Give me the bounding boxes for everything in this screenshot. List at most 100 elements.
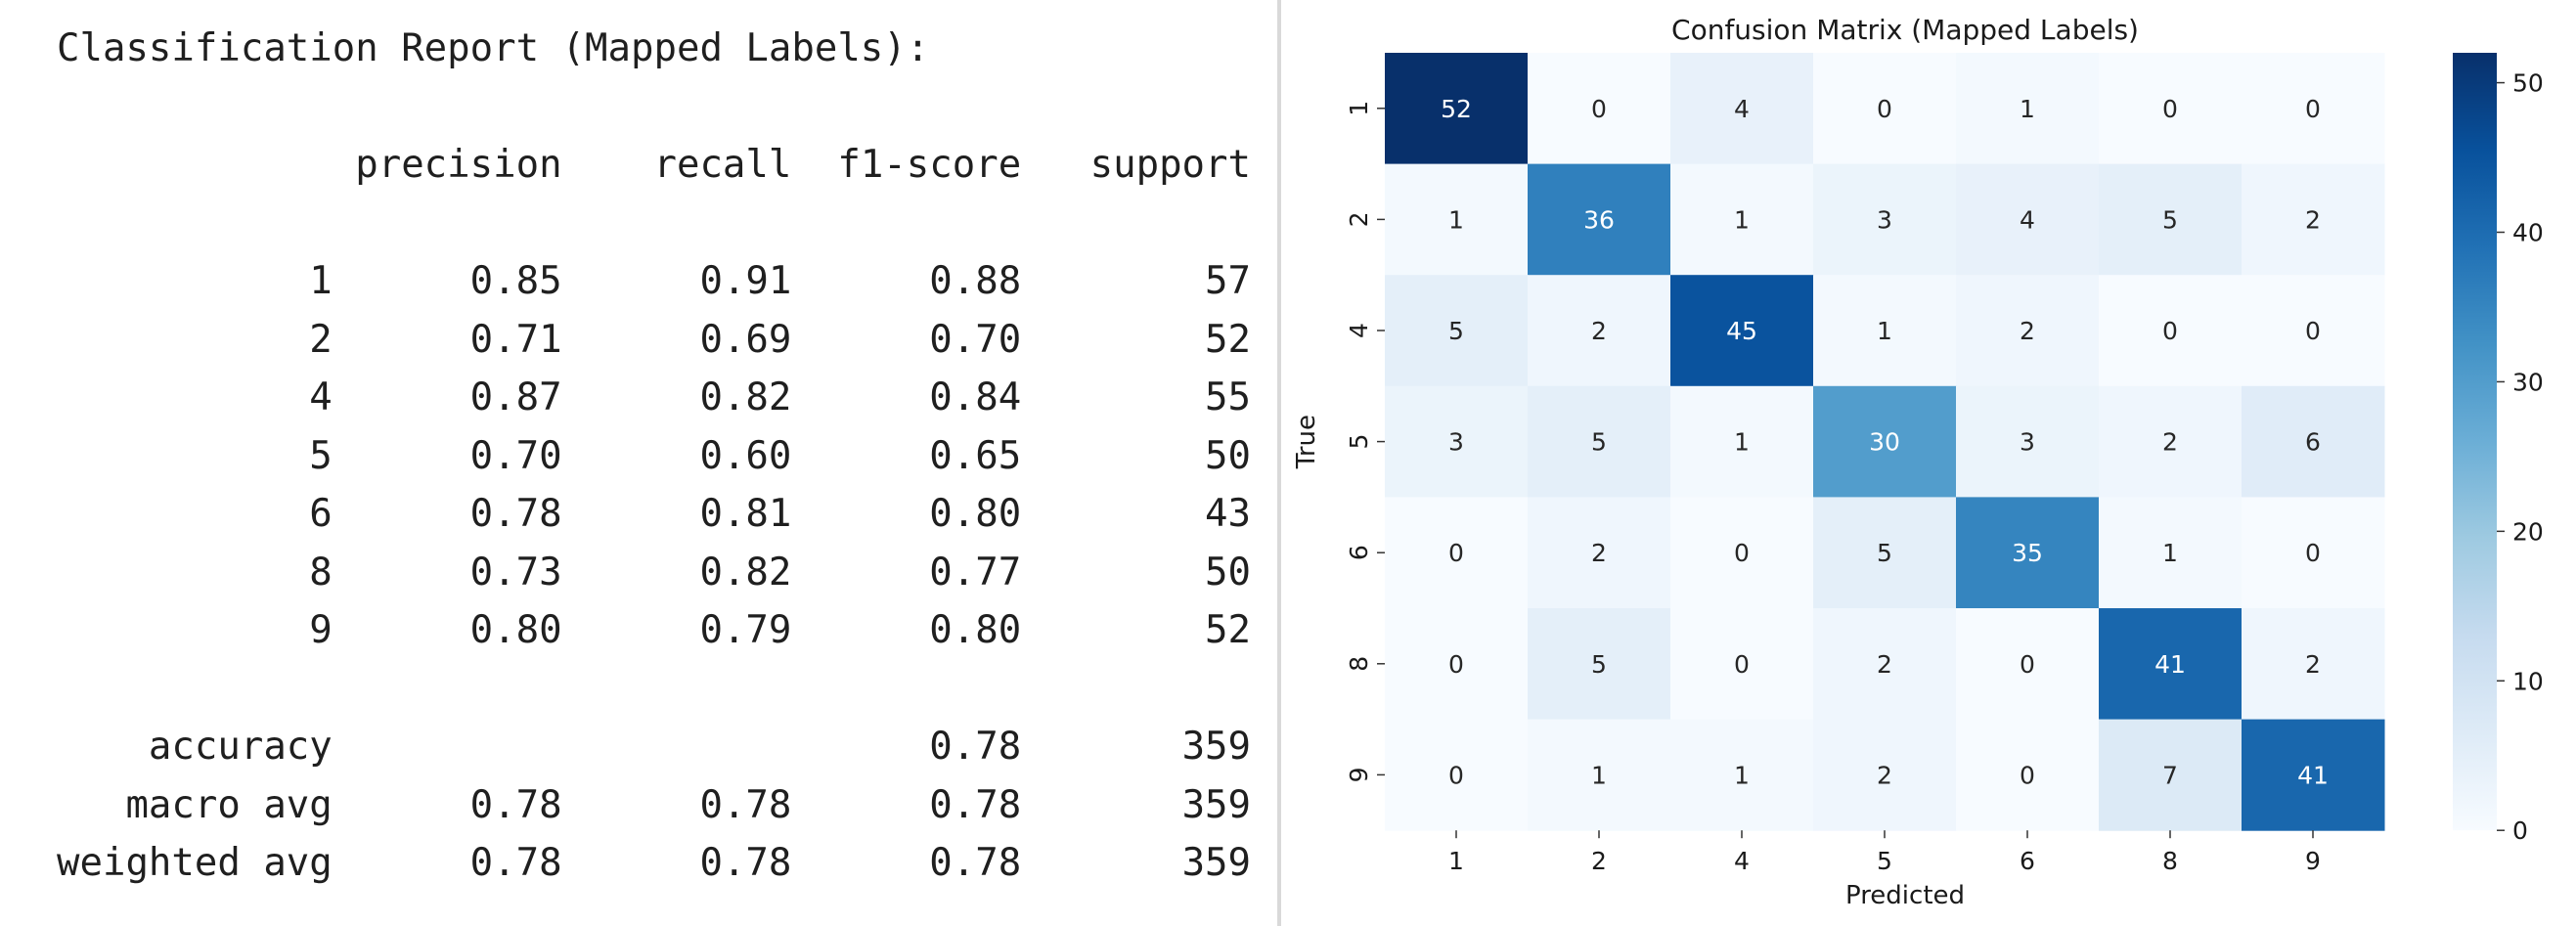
- cell-value: 0: [2305, 95, 2321, 123]
- x-tick-label: 2: [1591, 847, 1607, 875]
- y-tick-label: 4: [1345, 323, 1373, 338]
- heatmap-cell: [1956, 163, 2100, 276]
- colorbar: [2453, 53, 2497, 831]
- precision-value: 0.78: [332, 492, 562, 536]
- precision-value: 0.78: [332, 841, 562, 885]
- precision-value: 0.87: [332, 375, 562, 419]
- x-tick-label: 5: [1877, 847, 1892, 875]
- heatmap-cell: [1670, 163, 1814, 276]
- support-value: 359: [1021, 782, 1252, 827]
- cell-value: 2: [2020, 317, 2035, 345]
- row-label: weighted avg: [57, 841, 333, 885]
- heatmap-cell: [1528, 608, 1671, 721]
- cell-value: 0: [2305, 539, 2321, 567]
- chart-title: Confusion Matrix (Mapped Labels): [1671, 14, 2139, 46]
- cell-value: 1: [1734, 761, 1750, 789]
- x-tick-label: 4: [1734, 847, 1750, 875]
- header-support: support: [1021, 143, 1251, 187]
- cell-value: 1: [1877, 317, 1892, 345]
- y-tick-label: 6: [1345, 545, 1373, 560]
- cell-value: 0: [1734, 539, 1750, 567]
- f1-value: 0.78: [791, 725, 1022, 769]
- row-label: 8: [57, 550, 333, 595]
- recall-value: 0.79: [561, 608, 792, 652]
- cell-value: 5: [1591, 428, 1607, 457]
- cell-value: 3: [1877, 205, 1892, 234]
- row-label: 9: [57, 608, 333, 652]
- cell-value: 0: [2162, 95, 2178, 123]
- heatmap-cell: [2242, 275, 2385, 387]
- cell-value: 4: [2020, 205, 2035, 234]
- precision-value: 0.71: [332, 317, 562, 362]
- cell-value: 5: [2162, 205, 2178, 234]
- cell-value: 0: [1448, 539, 1464, 567]
- cell-value: 4: [1734, 95, 1750, 123]
- heatmap-cell: [2242, 385, 2385, 498]
- colorbar-tick-label: 10: [2512, 667, 2544, 695]
- cell-value: 2: [1591, 539, 1607, 567]
- cell-value: 1: [1734, 205, 1750, 234]
- support-value: 50: [1021, 550, 1252, 595]
- heatmap-cell: [1956, 385, 2100, 498]
- y-tick-label: 5: [1345, 434, 1373, 450]
- recall-value: 0.78: [561, 782, 792, 827]
- recall-value: 0.78: [561, 841, 792, 885]
- heatmap-cell: [2242, 719, 2385, 831]
- f1-value: 0.80: [791, 608, 1022, 652]
- row-label: 2: [57, 317, 333, 362]
- x-tick-label: 8: [2162, 847, 2178, 875]
- report-title: Classification Report (Mapped Labels):: [57, 26, 930, 70]
- recall-value: [562, 725, 792, 769]
- cell-value: 2: [2162, 428, 2178, 457]
- heatmap-cell: [1813, 608, 1957, 721]
- heatmap-cell: [1528, 719, 1671, 831]
- heatmap-cell: [2099, 497, 2243, 609]
- heatmap-cell: [1813, 163, 1957, 276]
- heatmap-cell: [1385, 163, 1529, 276]
- header-f1-score: f1-score: [791, 143, 1022, 187]
- cell-value: 5: [1877, 539, 1892, 567]
- cell-value: 41: [2154, 650, 2186, 679]
- recall-value: 0.81: [561, 492, 792, 536]
- header-precision: precision: [57, 143, 562, 187]
- y-axis-label: True: [1292, 415, 1321, 469]
- x-tick-label: 1: [1448, 847, 1464, 875]
- support-value: 359: [1021, 841, 1252, 885]
- y-tick-label: 9: [1345, 767, 1373, 782]
- cell-value: 0: [1591, 95, 1607, 123]
- heatmap-cell: [1670, 275, 1814, 387]
- f1-value: 0.84: [791, 375, 1022, 419]
- heatmap-cell: [1813, 385, 1957, 498]
- cell-value: 3: [2020, 428, 2035, 457]
- heatmap-cell: [1670, 53, 1814, 165]
- heatmap-cell: [1385, 275, 1529, 387]
- support-value: 57: [1021, 259, 1252, 303]
- heatmap-cell: [1813, 53, 1957, 165]
- cell-value: 36: [1583, 205, 1615, 234]
- heatmap-cell: [1956, 719, 2100, 831]
- heatmap-cell: [1528, 163, 1671, 276]
- heatmap-cell: [1670, 497, 1814, 609]
- f1-value: 0.78: [791, 782, 1022, 827]
- support-value: 43: [1021, 492, 1252, 536]
- recall-value: 0.82: [561, 375, 792, 419]
- colorbar-tick-label: 50: [2512, 69, 2544, 98]
- heatmap-cell: [1956, 53, 2100, 165]
- colorbar-tick-label: 20: [2512, 517, 2544, 546]
- f1-value: 0.88: [791, 259, 1022, 303]
- x-axis-label: Predicted: [1845, 881, 1965, 910]
- cell-value: 1: [1734, 428, 1750, 457]
- heatmap-cell: [1528, 275, 1671, 387]
- heatmap-cell: [2242, 163, 2385, 276]
- colorbar-tick-label: 0: [2512, 816, 2528, 845]
- cell-value: 0: [1877, 95, 1892, 123]
- heatmap-cell: [2099, 385, 2243, 498]
- heatmap-cell: [1385, 497, 1529, 609]
- cell-value: 1: [2162, 539, 2178, 567]
- cell-value: 0: [2162, 317, 2178, 345]
- precision-value: 0.73: [332, 550, 562, 595]
- heatmap-cell: [1385, 719, 1529, 831]
- cell-value: 35: [2012, 539, 2043, 567]
- precision-value: 0.78: [332, 782, 562, 827]
- confusion-matrix-panel: Confusion Matrix (Mapped Labels) 52 0 4 0 1 0…: [1281, 0, 2576, 926]
